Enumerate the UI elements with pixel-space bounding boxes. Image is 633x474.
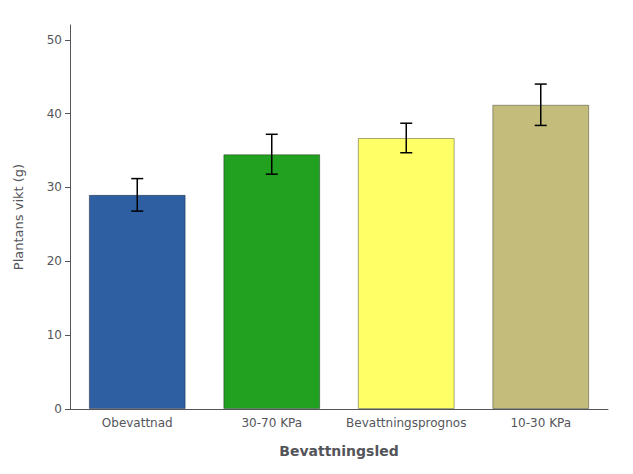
svg-text:30: 30 [47, 180, 62, 194]
svg-text:10-30 KPa: 10-30 KPa [510, 416, 571, 430]
svg-text:10: 10 [47, 328, 62, 342]
svg-text:40: 40 [47, 107, 62, 121]
svg-text:0: 0 [54, 402, 62, 416]
svg-text:20: 20 [47, 254, 62, 268]
svg-text:Bevattningsled: Bevattningsled [279, 443, 399, 459]
svg-text:30-70 KPa: 30-70 KPa [241, 416, 302, 430]
svg-text:50: 50 [47, 33, 62, 47]
svg-text:Plantans vikt (g): Plantans vikt (g) [11, 164, 26, 270]
svg-text:Obevattnad: Obevattnad [102, 416, 173, 430]
svg-text:Bevattningsprognos: Bevattningsprognos [346, 416, 466, 430]
